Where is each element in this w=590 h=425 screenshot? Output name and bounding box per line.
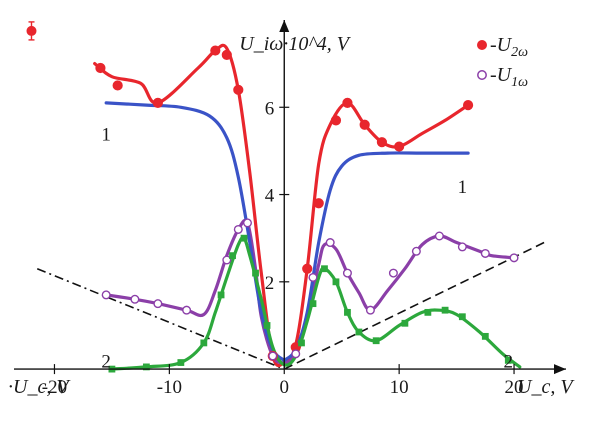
x-axis-arrow-icon [554,364,566,374]
series-2-point-17 [459,243,467,251]
series-5-point-4 [200,340,207,347]
x-tick-label-4: 10 [390,377,409,398]
series-2-point-11 [326,239,334,247]
series-1-point-9 [303,264,312,273]
series-5-point-10 [298,340,305,347]
series-5-point-18 [424,309,431,316]
series-1-point-4 [211,46,220,55]
guide-line-2 [284,240,548,369]
series-2-point-4 [183,306,191,314]
series-5-point-7 [241,235,248,242]
series-5-point-3 [177,359,184,366]
series-1-point-16 [463,100,472,109]
curve-label-1: 1 [101,124,111,145]
series-1-point-11 [331,116,340,125]
series-5-point-15 [356,329,363,336]
y-tick-label-3: 6 [265,98,275,119]
series-2-point-15 [413,247,421,255]
series-1-point-6 [234,85,243,94]
y-tick-label-2: 4 [265,186,275,207]
series-2-point-6 [234,226,242,234]
series-2-point-18 [482,250,490,258]
series-5-point-5 [218,292,225,299]
series-5-point-20 [459,313,466,320]
x-tick-label-3: 0 [280,377,290,398]
series-2-point-12 [344,269,352,277]
series-1-point-15 [395,142,404,151]
legend-label-1-subscript: 2ω [511,45,528,60]
series-2-point-3 [154,300,162,308]
series-2-point-1 [102,291,110,299]
curves [95,45,520,369]
guide-line-1 [37,269,284,369]
x-tick-label-2: -10 [157,377,182,398]
series-1-point-14 [377,138,386,147]
series-1-point-13 [360,120,369,129]
series-5-point-12 [321,265,328,272]
series-2-point-2 [131,295,139,303]
series-5-point-14 [344,309,351,316]
series-2-point-7 [244,219,252,227]
legend-label-2-subscript: 1ω [511,75,528,90]
series-2-point-8 [269,352,277,360]
curve-label-2: 1 [458,177,468,198]
series-1-point-5 [222,50,231,59]
series-5-point-16 [373,337,380,344]
series-5-point-9 [264,322,271,329]
curve-label-4: 2 [504,351,514,372]
series-5-point-8 [252,270,259,277]
series-1-point-3 [153,98,162,107]
series-2-point-10 [309,274,317,282]
series-5-point-6 [229,252,236,259]
series-2-point-13 [367,306,375,314]
series-2-point-16 [436,232,444,240]
series-line-4 [284,153,468,360]
series-1-point-10 [314,199,323,208]
legend-label-1: -U2ω [490,34,528,60]
series-5-point-17 [401,320,408,327]
series-2-point-9 [292,350,300,358]
y-axis-title: U_iω·10^4, V [239,33,352,55]
series-2-point-19 [510,254,518,262]
series-1-point-12 [343,98,352,107]
y-axis-arrow-icon [279,20,289,32]
series-2-point-14 [390,269,398,277]
error-bar-marker [26,26,36,36]
x-axis-title-left: ·U_c, V [8,376,71,398]
y-tick-label-1: 2 [265,273,275,294]
curve-label-3: 2 [101,351,111,372]
series-5-point-21 [482,333,489,340]
legend-label-2: -U1ω [490,64,528,90]
series-1-point-2 [113,81,122,90]
x-axis-title-right: U_c, V [517,376,575,398]
series-5-point-19 [442,307,449,314]
series-5-point-11 [310,300,317,307]
series-5-point-13 [333,278,340,285]
legend-marker-1 [477,40,487,50]
series-1-point-1 [96,63,105,72]
legend-marker-2 [478,71,486,79]
